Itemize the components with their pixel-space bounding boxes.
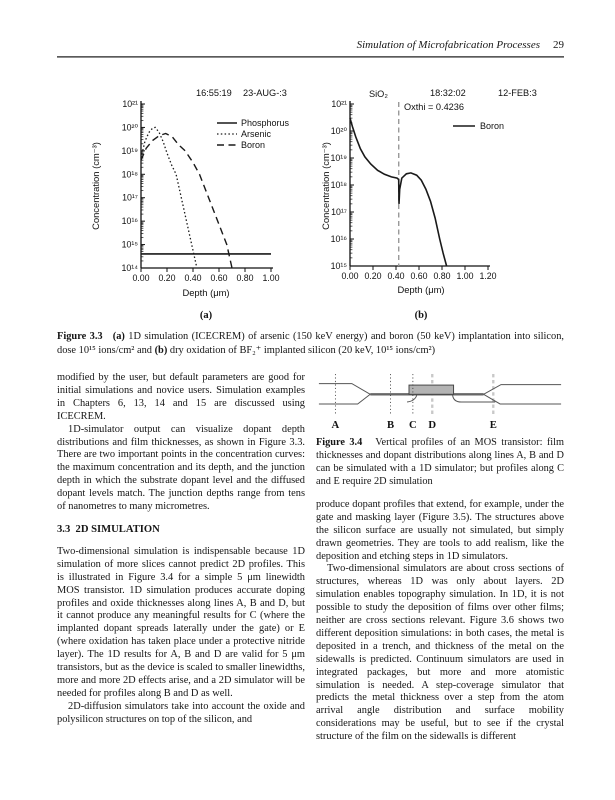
chart-header-text: 12-FEB:3 — [498, 88, 537, 98]
section-line-label: C — [409, 420, 417, 431]
y-tick-label: 10¹⁶ — [331, 234, 348, 244]
figure-3-3-caption: Figure 3.3 (a) 1D simulation (ICECREM) o… — [57, 331, 564, 356]
chart-header-text: 23-AUG-:3 — [243, 88, 287, 98]
running-head: Simulation of Microfabrication Processes… — [57, 39, 564, 51]
x-tick-label: 0.20 — [158, 273, 175, 283]
x-tick-label: 0.00 — [132, 273, 149, 283]
y-axis-label: Concentration (cm⁻³) — [90, 142, 101, 230]
chart-annotation: SiO₂ — [369, 89, 388, 99]
paragraph: produce dopant profiles that extend, for… — [316, 498, 564, 562]
y-tick-label: 10¹⁷ — [331, 207, 347, 217]
x-tick-label: 0.20 — [364, 271, 381, 281]
subfigure-label: (b) — [415, 310, 428, 321]
x-tick-label: 0.60 — [410, 271, 427, 281]
running-head-title: Simulation of Microfabrication Processes — [356, 39, 540, 51]
x-tick-label: 0.00 — [341, 271, 358, 281]
header-rule — [57, 56, 564, 58]
field-oxide-top-left — [318, 383, 371, 395]
x-tick-label: 1.20 — [479, 271, 496, 281]
paragraph: Two-dimensional simulation is indispensa… — [57, 545, 305, 699]
y-tick-label: 10¹⁸ — [122, 169, 139, 179]
legend-label: Arsenic — [241, 129, 272, 139]
x-tick-label: 0.60 — [210, 273, 227, 283]
y-tick-label: 10¹⁴ — [122, 263, 139, 273]
series-arsenic — [140, 126, 198, 269]
y-tick-label: 10²⁰ — [331, 126, 348, 136]
source-junction-curve — [406, 395, 418, 403]
x-tick-label: 1.00 — [262, 273, 279, 283]
series-boron — [349, 117, 448, 267]
section-line-label: B — [387, 420, 394, 431]
y-tick-label: 10²⁰ — [122, 122, 139, 132]
left-column: modified by the user, but default parame… — [57, 372, 305, 744]
right-column-text: produce dopant profiles that extend, for… — [316, 499, 564, 744]
series-boron — [140, 132, 233, 269]
polysilicon-gate — [408, 384, 455, 395]
legend-label: Phosphorus — [241, 118, 290, 128]
x-tick-label: 0.80 — [433, 271, 450, 281]
page-number: 29 — [553, 39, 564, 51]
drain-junction-curve — [452, 395, 496, 403]
section-line-label: E — [490, 420, 497, 431]
y-tick-label: 10¹⁹ — [122, 146, 139, 156]
x-axis-label: Depth (μm) — [182, 287, 229, 298]
paragraph: 2D-diffusion simulators take into accoun… — [57, 700, 305, 725]
y-tick-label: 10¹⁸ — [331, 180, 348, 190]
legend-label: Boron — [480, 121, 504, 131]
x-tick-label: 0.80 — [236, 273, 253, 283]
figure-3-4-caption: Figure 3.4 Vertical profiles of an MOS t… — [316, 437, 564, 487]
field-oxide-bottom-right — [483, 393, 562, 405]
chart-annotation: Oxthi = 0.4236 — [404, 102, 464, 112]
legend-label: Boron — [241, 140, 265, 150]
paragraph: Two-dimensional simulators are about cro… — [316, 563, 564, 743]
x-tick-label: 0.40 — [387, 271, 404, 281]
y-tick-label: 10¹⁶ — [122, 216, 139, 226]
chart-header-text: 18:32:02 — [430, 88, 466, 98]
field-oxide-bottom-left — [318, 393, 371, 405]
paragraph: 1D-simulator output can visualize dopant… — [57, 423, 305, 513]
y-tick-label: 10²¹ — [331, 99, 347, 109]
section-line-label: D — [428, 420, 436, 431]
chart-header-text: 16:55:19 — [196, 88, 232, 98]
body-columns: modified by the user, but default parame… — [57, 372, 564, 744]
x-axis-label: Depth (μm) — [397, 284, 444, 295]
y-tick-label: 10¹⁷ — [122, 193, 138, 203]
y-tick-label: 10²¹ — [122, 99, 138, 109]
field-oxide-top-right — [483, 384, 562, 395]
y-tick-label: 10¹⁹ — [331, 153, 348, 163]
x-tick-label: 0.40 — [184, 273, 201, 283]
section-line-label: A — [332, 420, 340, 431]
section-heading: 3.3 2D SIMULATION — [57, 523, 160, 535]
y-axis-label: Concentration (cm⁻³) — [320, 142, 331, 230]
y-tick-label: 10¹⁵ — [122, 240, 139, 250]
paragraph: modified by the user, but default parame… — [57, 372, 305, 422]
x-tick-label: 1.00 — [456, 271, 473, 281]
y-tick-label: 10¹⁵ — [331, 261, 348, 271]
subfigure-label: (a) — [200, 310, 213, 321]
